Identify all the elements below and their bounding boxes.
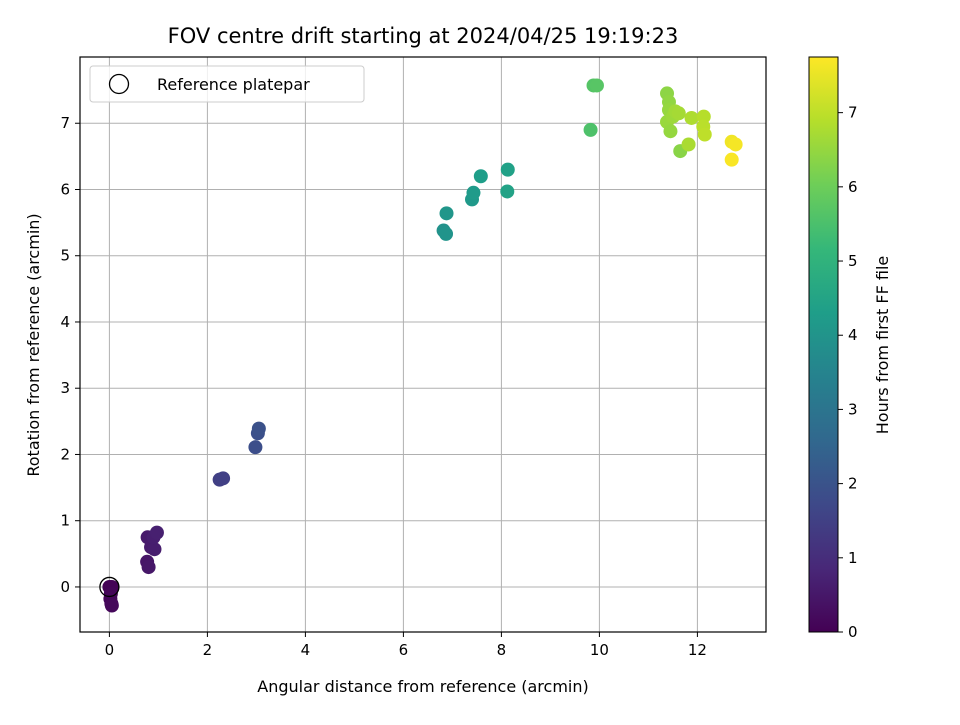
data-point bbox=[583, 122, 598, 137]
colorbar-tick-label: 6 bbox=[848, 178, 858, 196]
data-point bbox=[248, 440, 263, 455]
x-tick-label: 12 bbox=[688, 641, 707, 659]
data-point bbox=[697, 127, 712, 142]
data-point bbox=[589, 78, 604, 93]
colorbar-label: Hours from first FF file bbox=[873, 256, 892, 435]
y-tick-label: 7 bbox=[60, 114, 70, 132]
data-point bbox=[684, 110, 699, 125]
y-tick-label: 5 bbox=[60, 247, 70, 265]
y-tick-label: 4 bbox=[60, 313, 70, 331]
legend-reference-marker bbox=[108, 73, 130, 95]
x-tick-label: 6 bbox=[399, 641, 409, 659]
x-tick-label: 2 bbox=[203, 641, 213, 659]
reference-platepar-marker bbox=[99, 576, 120, 598]
x-axis-ticks: 0 2 4 6 8 10 12 bbox=[105, 632, 707, 659]
data-point bbox=[671, 106, 686, 121]
colorbar-gradient bbox=[808, 56, 839, 633]
data-point bbox=[500, 162, 515, 177]
y-axis-ticks: 0 1 2 3 4 5 6 7 bbox=[60, 114, 80, 596]
data-point bbox=[724, 152, 739, 167]
y-tick-label: 6 bbox=[60, 180, 70, 198]
reference-marker-layer bbox=[99, 576, 120, 598]
colorbar-tick-label: 4 bbox=[848, 326, 858, 344]
y-tick-label: 3 bbox=[60, 379, 70, 397]
legend-box bbox=[89, 65, 365, 103]
y-tick-label: 0 bbox=[60, 578, 70, 596]
colorbar-ticks: 0 1 2 3 4 5 6 7 bbox=[838, 104, 858, 641]
data-point bbox=[466, 185, 481, 200]
x-tick-label: 8 bbox=[497, 641, 507, 659]
grid-lines bbox=[80, 57, 766, 632]
colorbar-tick-label: 5 bbox=[848, 252, 858, 270]
data-point bbox=[439, 226, 454, 241]
data-point bbox=[104, 598, 119, 613]
x-tick-label: 0 bbox=[105, 641, 115, 659]
legend: Reference platepar bbox=[89, 65, 365, 103]
data-point bbox=[141, 560, 156, 575]
chart-title: FOV centre drift starting at 2024/04/25 … bbox=[168, 24, 679, 48]
y-tick-label: 1 bbox=[60, 512, 70, 530]
data-point bbox=[696, 109, 711, 124]
x-axis-label: Angular distance from reference (arcmin) bbox=[257, 677, 588, 696]
colorbar: 0 1 2 3 4 5 6 7 Hours from first FF file bbox=[808, 56, 892, 641]
colorbar-tick-label: 7 bbox=[848, 104, 858, 122]
data-points bbox=[102, 78, 743, 613]
legend-reference-label: Reference platepar bbox=[157, 75, 310, 94]
data-point bbox=[728, 137, 743, 152]
data-point bbox=[149, 525, 164, 540]
colorbar-tick-label: 3 bbox=[848, 400, 858, 418]
data-point bbox=[147, 542, 162, 557]
colorbar-tick-label: 0 bbox=[848, 623, 858, 641]
colorbar-tick-label: 2 bbox=[848, 475, 858, 493]
data-point bbox=[500, 184, 515, 199]
data-point bbox=[216, 471, 231, 486]
data-point bbox=[663, 124, 678, 139]
x-tick-label: 4 bbox=[301, 641, 311, 659]
data-point bbox=[681, 137, 696, 152]
data-point bbox=[473, 169, 488, 184]
colorbar-tick-label: 1 bbox=[848, 549, 858, 567]
x-tick-label: 10 bbox=[590, 641, 609, 659]
data-point bbox=[439, 206, 454, 221]
y-tick-label: 2 bbox=[60, 445, 70, 463]
data-point bbox=[251, 421, 266, 436]
y-axis-label: Rotation from reference (arcmin) bbox=[24, 213, 43, 476]
plot-frame bbox=[79, 56, 767, 633]
